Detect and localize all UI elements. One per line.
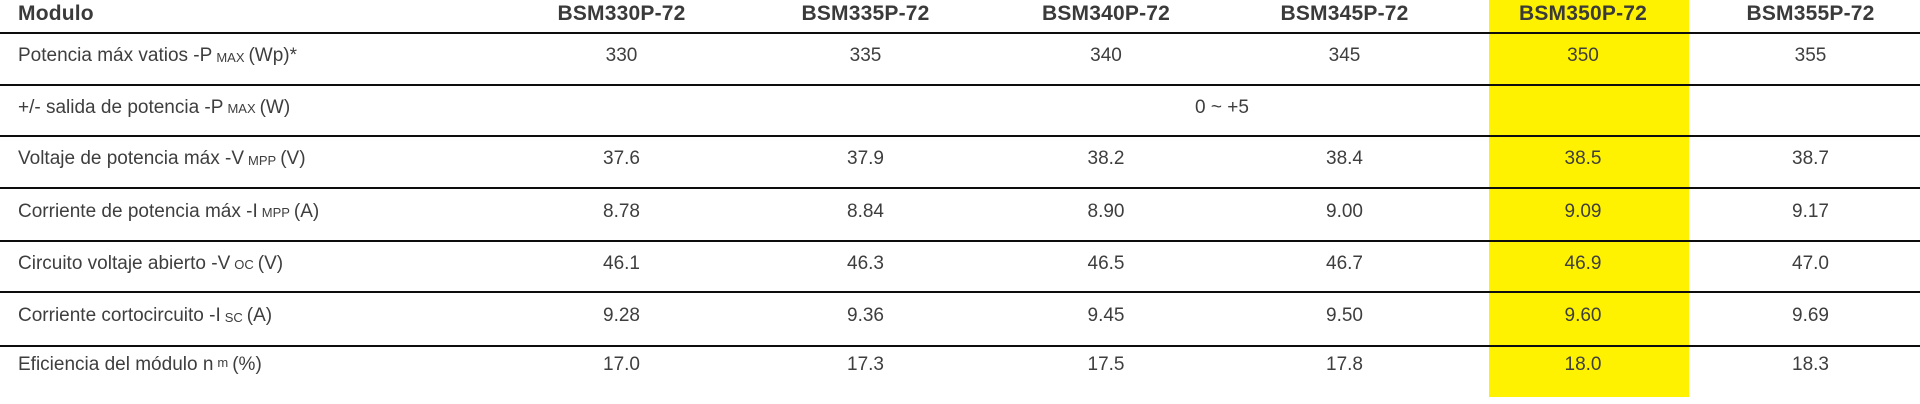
value-cell: 9.00 [1326,200,1363,222]
value-cell: 18.3 [1792,354,1829,375]
value-cell: 17.3 [847,354,884,375]
value-cell: 38.4 [1326,148,1363,169]
column-header-model-340: BSM340P-72 [1041,2,1171,25]
table-row-pmax: Potencia máx vatios -P MAX (Wp)* 330 335 3… [0,34,1920,86]
value-cell: 9.17 [1792,200,1829,222]
table-row-isc: Corriente cortocircuito -I SC (A) 9.28 9.3… [0,293,1920,347]
row-label-unit: (%) [232,354,262,375]
table-row-efficiency: Eficiencia del módulo n m (%) 17.0 17.3 17… [0,347,1920,404]
row-label-subscript: MAX [227,101,256,116]
row-label-impp: Corriente de potencia máx -I MPP (A) [0,189,500,240]
table-row-impp: Corriente de potencia máx -I MPP (A) 8.78 … [0,189,1920,242]
row-label-subscript: MPP [261,205,290,220]
row-label-vmpp: Voltaje de potencia máx -V MPP (V) [0,137,500,187]
column-header-model-350-highlighted: BSM350P-72 [1518,2,1648,25]
column-header-model-345: BSM345P-72 [1280,2,1409,25]
value-cell: 8.84 [847,200,884,222]
row-label-unit: (Wp)* [248,45,298,66]
column-header-modulo: Modulo [18,2,94,25]
value-cell: 9.45 [1087,305,1125,326]
value-cell: 330 [605,45,638,66]
row-label-text: Corriente cortocircuito -I [18,305,221,326]
value-cell-highlighted: 350 [1567,45,1599,66]
value-cell: 9.50 [1326,305,1363,326]
table-header-row: Modulo BSM330P-72 BSM335P-72 BSM340P-72 … [0,0,1920,34]
column-header-model-330: BSM330P-72 [557,2,686,25]
value-cell: 38.7 [1792,148,1829,169]
value-cell-highlighted: 38.5 [1564,148,1602,169]
row-label-unit: (W) [259,96,291,118]
row-label-unit: (V) [257,252,284,274]
value-cell: 340 [1090,45,1122,66]
table-row-tolerance: +/- salida de potencia -P MAX (W) 0 ~ +5 [0,86,1920,137]
value-cell-highlighted: 18.0 [1564,354,1602,375]
value-cell-highlighted: 9.09 [1564,200,1602,222]
row-label-subscript: MPP [248,152,277,168]
row-label-isc: Corriente cortocircuito -I SC (A) [0,293,500,345]
value-cell: 46.5 [1087,252,1125,274]
row-label-text: Corriente de potencia máx -I [18,200,258,222]
value-cell: 17.8 [1326,354,1363,375]
value-cell: 47.0 [1792,252,1829,274]
row-label-tolerance: +/- salida de potencia -P MAX (W) [0,86,500,135]
value-cell: 17.5 [1087,354,1125,375]
value-cell: 9.28 [603,305,640,326]
value-cell: 9.36 [847,305,884,326]
row-label-text: Eficiencia del módulo n [18,354,214,375]
merged-value-cell: 0 ~ +5 [1195,96,1249,118]
value-cell: 46.7 [1326,252,1363,274]
value-cell: 46.3 [847,252,884,274]
row-label-text: +/- salida de potencia -P [18,96,224,118]
value-cell: 46.1 [603,252,640,274]
row-label-subscript: SC [224,309,243,325]
value-cell: 335 [849,45,882,66]
value-cell: 37.9 [847,148,884,169]
value-cell: 355 [1794,45,1827,66]
row-label-text: Potencia máx vatios -P [18,45,213,66]
value-cell: 9.69 [1792,305,1829,326]
column-header-model-355: BSM355P-72 [1746,2,1875,25]
table-row-voc: Circuito voltaje abierto -V OC (V) 46.1 46… [0,242,1920,293]
highlight-column-bsm350 [1489,0,1689,397]
table-row-vmpp: Voltaje de potencia máx -V MPP (V) 37.6 37… [0,137,1920,189]
value-cell: 8.90 [1087,200,1125,222]
row-label-text: Voltaje de potencia máx -V [18,148,245,169]
value-cell: 37.6 [603,148,640,169]
row-label-subscript: m [217,355,229,370]
value-cell: 17.0 [603,354,640,375]
row-label-subscript: OC [234,257,254,272]
row-label-voc: Circuito voltaje abierto -V OC (V) [0,242,500,291]
row-label-unit: (A) [293,200,320,222]
value-cell-highlighted: 46.9 [1564,252,1602,274]
value-cell: 38.2 [1087,148,1125,169]
value-cell-highlighted: 9.60 [1564,305,1602,326]
row-label-unit: (A) [246,305,273,326]
column-header-model-335: BSM335P-72 [801,2,930,25]
row-label-pmax: Potencia máx vatios -P MAX (Wp)* [0,34,500,84]
row-label-subscript: MAX [216,49,245,65]
row-label-efficiency: Eficiencia del módulo n m (%) [0,347,500,404]
row-label-text: Circuito voltaje abierto -V [18,252,231,274]
value-cell: 8.78 [603,200,640,222]
value-cell: 345 [1328,45,1361,66]
row-label-unit: (V) [280,148,306,169]
